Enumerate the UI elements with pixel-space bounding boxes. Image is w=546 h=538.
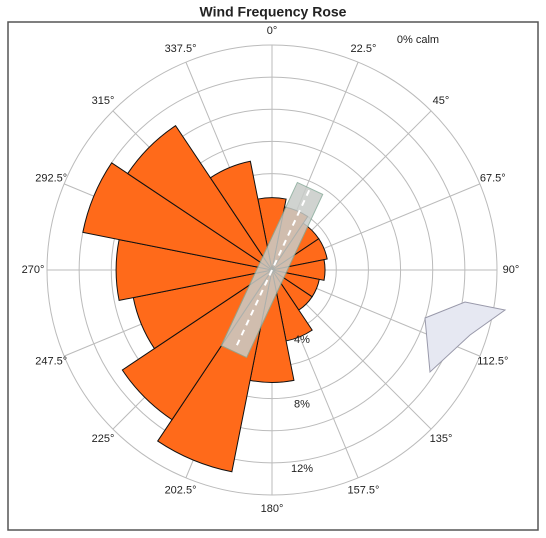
ring-label: 8% xyxy=(294,398,310,410)
calm-label: 0% calm xyxy=(397,34,439,46)
direction-label: 337.5° xyxy=(165,43,197,55)
direction-label: 247.5° xyxy=(35,355,67,367)
direction-label: 0° xyxy=(267,25,278,37)
runway-overlay xyxy=(220,181,324,359)
direction-label: 22.5° xyxy=(351,43,377,55)
direction-label: 202.5° xyxy=(165,485,197,497)
bar xyxy=(271,259,326,281)
ring-label: 4% xyxy=(294,334,310,346)
direction-label: 292.5° xyxy=(35,172,67,184)
direction-label: 90° xyxy=(503,264,520,276)
ring-label: 12% xyxy=(291,463,313,475)
inset-map xyxy=(424,301,507,374)
chart-title: Wind Frequency Rose xyxy=(200,4,347,20)
direction-label: 45° xyxy=(433,95,450,107)
direction-label: 225° xyxy=(92,433,115,445)
direction-label: 270° xyxy=(22,264,45,276)
bar xyxy=(126,124,273,271)
bar xyxy=(209,160,273,271)
direction-label: 180° xyxy=(261,503,284,515)
direction-label: 157.5° xyxy=(347,485,379,497)
direction-label: 112.5° xyxy=(477,355,508,367)
direction-label: 135° xyxy=(430,433,453,445)
direction-label: 315° xyxy=(92,95,115,107)
bar xyxy=(121,269,273,421)
bar xyxy=(82,162,273,271)
direction-label: 67.5° xyxy=(480,172,506,184)
